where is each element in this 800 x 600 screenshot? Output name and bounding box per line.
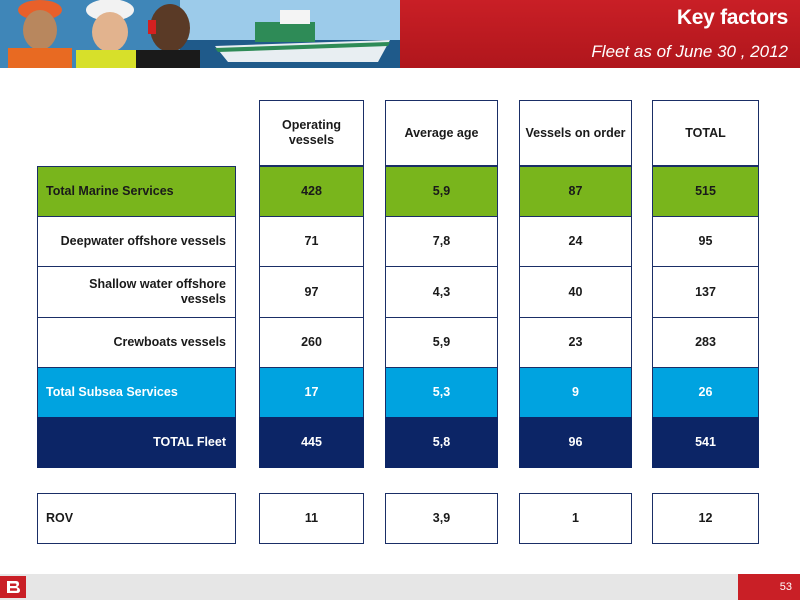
column-header-on-order: Vessels on order xyxy=(519,100,632,166)
column-header-operating: Operating vessels xyxy=(259,100,364,166)
table-cell: 24 xyxy=(519,216,632,267)
footer-bar xyxy=(0,574,800,600)
table-cell: 4,3 xyxy=(385,266,498,318)
header-photo xyxy=(0,0,400,68)
page-number: 53 xyxy=(738,574,800,600)
table-cell: 11 xyxy=(259,493,364,544)
row-label-rov: ROV xyxy=(37,493,236,544)
row-label: TOTAL Fleet xyxy=(37,417,236,468)
table-cell: 5,3 xyxy=(385,367,498,418)
column-header-total: TOTAL xyxy=(652,100,759,166)
table-cell: 7,8 xyxy=(385,216,498,267)
column-header-average-age: Average age xyxy=(385,100,498,166)
table-cell: 428 xyxy=(259,166,364,217)
header-red-band: Key factors Fleet as of June 30 , 2012 xyxy=(400,0,800,68)
table-cell: 23 xyxy=(519,317,632,368)
table-cell: 3,9 xyxy=(385,493,498,544)
logo-b-icon xyxy=(7,581,20,593)
table-cell: 5,8 xyxy=(385,417,498,468)
table-cell: 541 xyxy=(652,417,759,468)
row-label: Deepwater offshore vessels xyxy=(37,216,236,267)
table-cell: 96 xyxy=(519,417,632,468)
table-cell: 17 xyxy=(259,367,364,418)
table-cell: 12 xyxy=(652,493,759,544)
table-cell: 5,9 xyxy=(385,166,498,217)
table-cell: 9 xyxy=(519,367,632,418)
row-label: Shallow water offshore vessels xyxy=(37,266,236,318)
crew-and-vessel-illustration xyxy=(0,0,400,68)
table-cell: 283 xyxy=(652,317,759,368)
company-logo-icon xyxy=(0,576,26,598)
row-label: Crewboats vessels xyxy=(37,317,236,368)
row-label: Total Marine Services xyxy=(37,166,236,217)
table-cell: 445 xyxy=(259,417,364,468)
table-cell: 26 xyxy=(652,367,759,418)
table-cell: 1 xyxy=(519,493,632,544)
table-cell: 5,9 xyxy=(385,317,498,368)
table-cell: 95 xyxy=(652,216,759,267)
table-cell: 71 xyxy=(259,216,364,267)
page-title: Key factors xyxy=(676,6,788,29)
table-cell: 40 xyxy=(519,266,632,318)
table-cell: 137 xyxy=(652,266,759,318)
table-cell: 515 xyxy=(652,166,759,217)
page-subtitle: Fleet as of June 30 , 2012 xyxy=(591,42,788,61)
table-cell: 260 xyxy=(259,317,364,368)
table-cell: 97 xyxy=(259,266,364,318)
table-cell: 87 xyxy=(519,166,632,217)
slide-header: Key factors Fleet as of June 30 , 2012 xyxy=(0,0,800,68)
row-label: Total Subsea Services xyxy=(37,367,236,418)
